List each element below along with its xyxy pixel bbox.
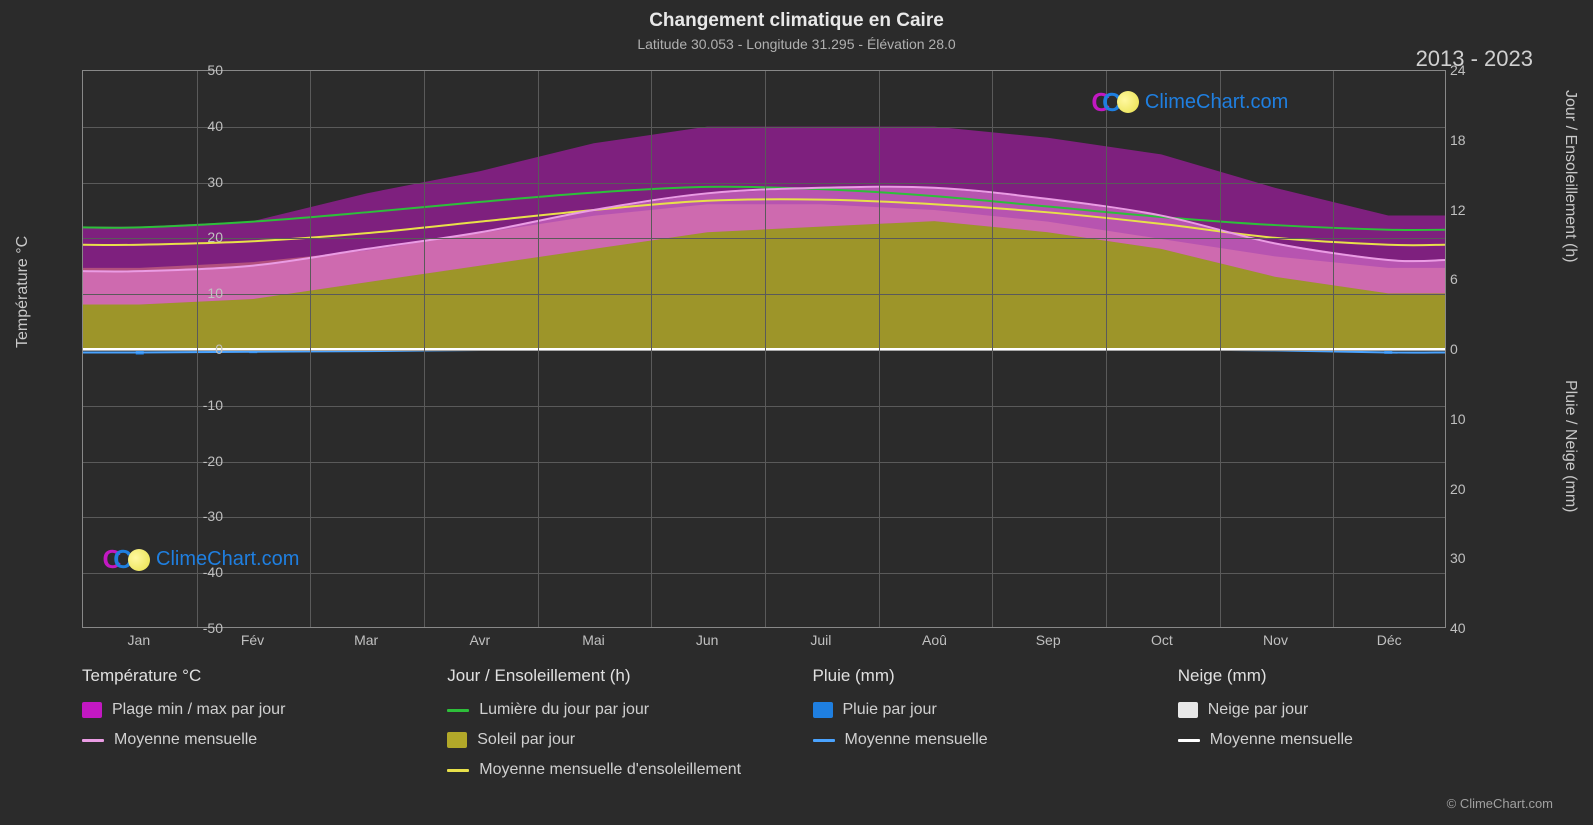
gridline-h xyxy=(83,517,1445,518)
x-tick-month: Nov xyxy=(1263,632,1288,648)
legend-item: Lumière du jour par jour xyxy=(447,701,802,719)
x-tick-month: Juil xyxy=(810,632,831,648)
legend: Température °C Plage min / max par jour M… xyxy=(82,666,1533,779)
legend-label: Pluie par jour xyxy=(843,701,937,719)
legend-item: Pluie par jour xyxy=(813,701,1168,719)
legend-label: Neige par jour xyxy=(1208,701,1309,719)
legend-swatch-box xyxy=(813,702,833,718)
gridline-h xyxy=(83,406,1445,407)
y-axis-left-label: Température °C xyxy=(14,236,32,348)
x-tick-month: Sep xyxy=(1036,632,1061,648)
y-tick-right-mm: 30 xyxy=(1450,550,1466,566)
gridline-v xyxy=(879,71,880,627)
watermark-logo: CCClimeChart.com xyxy=(102,544,299,575)
legend-item: Moyenne mensuelle xyxy=(1178,731,1533,749)
legend-swatch-line xyxy=(1178,739,1200,742)
y-tick-left: 30 xyxy=(173,174,223,190)
legend-col-snow: Neige (mm) Neige par jour Moyenne mensuel… xyxy=(1178,666,1533,779)
y-tick-left: 20 xyxy=(173,229,223,245)
y-tick-left: 10 xyxy=(173,285,223,301)
y-tick-left: 40 xyxy=(173,118,223,134)
gridline-v xyxy=(651,71,652,627)
x-tick-month: Mar xyxy=(354,632,378,648)
legend-heading: Neige (mm) xyxy=(1178,666,1533,686)
y-tick-left: 0 xyxy=(173,341,223,357)
legend-item: Moyenne mensuelle xyxy=(813,731,1168,749)
gridline-v xyxy=(310,71,311,627)
x-tick-month: Mai xyxy=(582,632,605,648)
gridline-v xyxy=(992,71,993,627)
legend-label: Soleil par jour xyxy=(477,731,575,749)
gridline-v xyxy=(765,71,766,627)
legend-swatch-box xyxy=(82,702,102,718)
legend-item: Moyenne mensuelle d'ensoleillement xyxy=(447,761,802,779)
x-tick-month: Jun xyxy=(696,632,719,648)
y-tick-left: -30 xyxy=(173,508,223,524)
y-tick-right-mm: 40 xyxy=(1450,620,1466,636)
gridline-h xyxy=(83,183,1445,184)
watermark-text: ClimeChart.com xyxy=(1145,91,1288,114)
zero-line xyxy=(83,350,1445,351)
legend-swatch-line xyxy=(447,709,469,712)
gridline-v xyxy=(538,71,539,627)
legend-label: Plage min / max par jour xyxy=(112,701,285,719)
y-axis-right-bottom-label: Pluie / Neige (mm) xyxy=(1561,380,1579,512)
legend-col-daylight: Jour / Ensoleillement (h) Lumière du jou… xyxy=(447,666,802,779)
y-tick-left: -10 xyxy=(173,397,223,413)
x-tick-month: Aoû xyxy=(922,632,947,648)
x-tick-month: Jan xyxy=(128,632,151,648)
legend-label: Lumière du jour par jour xyxy=(479,701,649,719)
legend-heading: Pluie (mm) xyxy=(813,666,1168,686)
legend-heading: Température °C xyxy=(82,666,437,686)
gridline-h xyxy=(83,294,1445,295)
legend-swatch-line xyxy=(447,769,469,772)
logo-sun-icon xyxy=(128,549,150,571)
chart-subtitle: Latitude 30.053 - Longitude 31.295 - Élé… xyxy=(0,32,1593,52)
chart-title: Changement climatique en Caire xyxy=(0,0,1593,32)
legend-item: Soleil par jour xyxy=(447,731,802,749)
copyright-text: © ClimeChart.com xyxy=(1447,796,1553,811)
y-axis-right-top-label: Jour / Ensoleillement (h) xyxy=(1561,90,1579,263)
year-range: 2013 - 2023 xyxy=(1416,46,1533,72)
legend-swatch-line xyxy=(813,739,835,742)
legend-swatch-line xyxy=(82,739,104,742)
legend-item: Moyenne mensuelle xyxy=(82,731,437,749)
gridline-v xyxy=(1220,71,1221,627)
x-tick-month: Avr xyxy=(469,632,490,648)
gridline-h xyxy=(83,238,1445,239)
legend-heading: Jour / Ensoleillement (h) xyxy=(447,666,802,686)
legend-item: Neige par jour xyxy=(1178,701,1533,719)
legend-label: Moyenne mensuelle xyxy=(114,731,257,749)
gridline-h xyxy=(83,127,1445,128)
y-tick-left: 50 xyxy=(173,62,223,78)
legend-item: Plage min / max par jour xyxy=(82,701,437,719)
gridline-v xyxy=(424,71,425,627)
x-tick-month: Oct xyxy=(1151,632,1173,648)
watermark-text: ClimeChart.com xyxy=(156,548,299,571)
x-tick-month: Fév xyxy=(241,632,264,648)
legend-label: Moyenne mensuelle xyxy=(845,731,988,749)
y-tick-left: -20 xyxy=(173,453,223,469)
gridline-h xyxy=(83,462,1445,463)
legend-label: Moyenne mensuelle d'ensoleillement xyxy=(479,761,741,779)
legend-col-rain: Pluie (mm) Pluie par jour Moyenne mensuel… xyxy=(813,666,1168,779)
logo-sun-icon xyxy=(1117,91,1139,113)
y-tick-right-mm: 10 xyxy=(1450,411,1466,427)
gridline-v xyxy=(1333,71,1334,627)
y-tick-right-hours: 18 xyxy=(1450,132,1466,148)
y-tick-right-hours: 12 xyxy=(1450,202,1466,218)
y-tick-left: -50 xyxy=(173,620,223,636)
y-tick-right-hours: 6 xyxy=(1450,271,1458,287)
y-tick-right-hours: 0 xyxy=(1450,341,1458,357)
y-tick-right-mm: 20 xyxy=(1450,481,1466,497)
legend-col-temperature: Température °C Plage min / max par jour M… xyxy=(82,666,437,779)
x-tick-month: Déc xyxy=(1377,632,1402,648)
watermark-logo: CCClimeChart.com xyxy=(1091,87,1288,118)
y-tick-right-hours: 24 xyxy=(1450,62,1466,78)
legend-swatch-box xyxy=(447,732,467,748)
legend-swatch-box xyxy=(1178,702,1198,718)
legend-label: Moyenne mensuelle xyxy=(1210,731,1353,749)
gridline-v xyxy=(1106,71,1107,627)
